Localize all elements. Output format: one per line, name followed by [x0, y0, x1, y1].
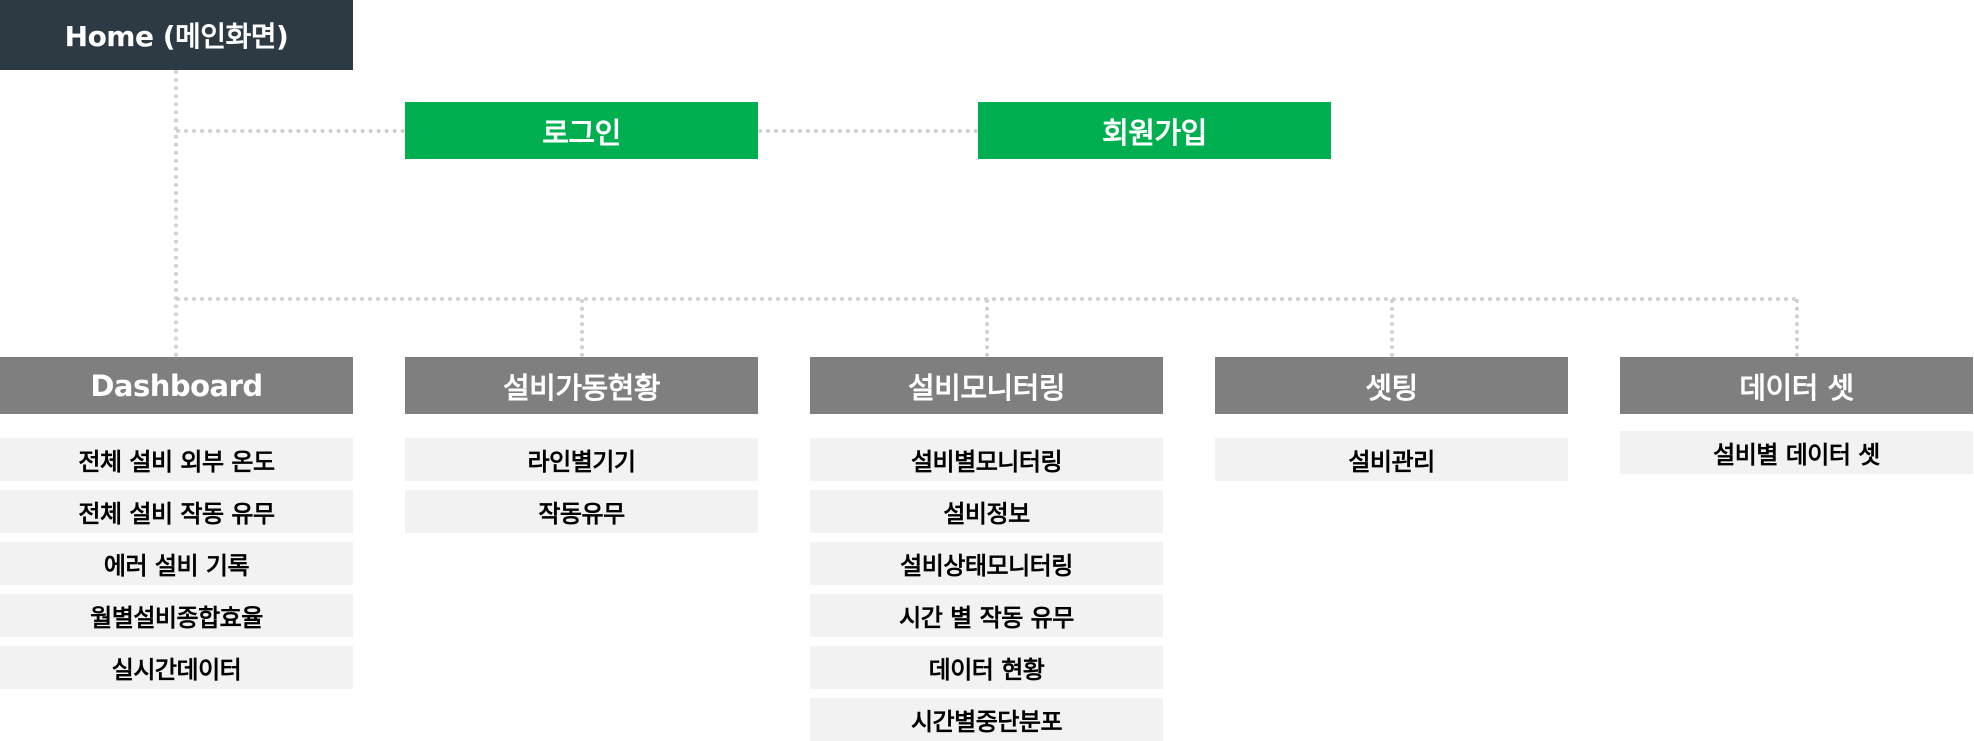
connector-home-login — [176, 129, 405, 133]
equipment-monitoring-item-1: 설비별모니터링 — [810, 438, 1163, 481]
equipment-monitoring-item-6: 시간별중단분포 — [810, 698, 1163, 741]
category-settings: 셋팅 — [1215, 357, 1568, 414]
equipment-monitoring-item-4: 시간 별 작동 유무 — [810, 594, 1163, 637]
connector-cat-3 — [985, 299, 989, 357]
category-dashboard: Dashboard — [0, 357, 353, 414]
equipment-monitoring-item-3: 설비상태모니터링 — [810, 542, 1163, 585]
dataset-item-1: 설비별 데이터 셋 — [1620, 431, 1973, 474]
connector-home-trunk — [174, 70, 178, 357]
category-dataset: 데이터 셋 — [1620, 357, 1973, 414]
connector-login-signup — [758, 129, 978, 133]
equipment-operation-item-1: 라인별기기 — [405, 438, 758, 481]
dashboard-item-1: 전체 설비 외부 온도 — [0, 438, 353, 481]
connector-cat-2 — [580, 299, 584, 357]
dashboard-item-2: 전체 설비 작동 유무 — [0, 490, 353, 533]
equipment-operation-item-2: 작동유무 — [405, 490, 758, 533]
login-node: 로그인 — [405, 102, 758, 159]
category-equipment-monitoring: 설비모니터링 — [810, 357, 1163, 414]
dashboard-item-4: 월별설비종합효율 — [0, 594, 353, 637]
equipment-monitoring-item-2: 설비정보 — [810, 490, 1163, 533]
category-equipment-operation: 설비가동현황 — [405, 357, 758, 414]
connector-cat-4 — [1390, 299, 1394, 357]
signup-node: 회원가입 — [978, 102, 1331, 159]
settings-item-1: 설비관리 — [1215, 438, 1568, 481]
home-node: Home (메인화면) — [0, 0, 353, 70]
connector-cat-5 — [1795, 299, 1799, 357]
equipment-monitoring-item-5: 데이터 현황 — [810, 646, 1163, 689]
dashboard-item-3: 에러 설비 기록 — [0, 542, 353, 585]
dashboard-item-5: 실시간데이터 — [0, 646, 353, 689]
